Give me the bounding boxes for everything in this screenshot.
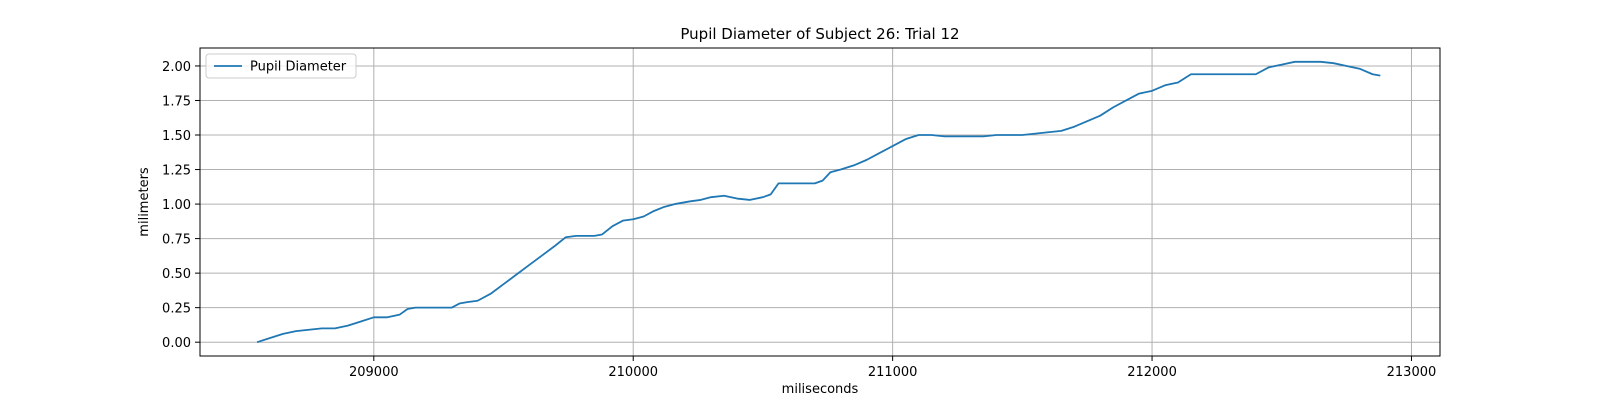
x-tick-label: 213000	[1387, 365, 1437, 380]
y-axis: 0.00 0.25 0.50 0.75 1.00 1.25 1.50 1.75 2.00	[162, 60, 200, 351]
x-tick-label: 212000	[1127, 365, 1177, 380]
y-tick-label: 1.00	[162, 198, 191, 213]
legend-entry: Pupil Diameter	[250, 60, 347, 75]
y-tick-label: 0.00	[162, 336, 191, 351]
series-layer	[256, 60, 1381, 344]
x-tick-label: 209000	[349, 365, 399, 380]
y-tick-label: 0.25	[162, 302, 191, 317]
plot-frame	[199, 47, 1441, 357]
y-tick-label: 1.75	[162, 94, 191, 109]
y-tick-label: 0.50	[162, 267, 191, 282]
chart-title: Pupil Diameter of Subject 26: Trial 12	[680, 25, 959, 43]
grid	[200, 48, 1440, 356]
y-tick-label: 2.00	[162, 60, 191, 75]
y-tick-label: 0.75	[162, 233, 191, 248]
x-axis: 209000 210000 211000 212000 213000	[349, 356, 1436, 380]
x-tick-label: 211000	[868, 365, 918, 380]
y-axis-label: milimeters	[137, 167, 152, 237]
x-axis-label: miliseconds	[782, 382, 859, 397]
y-tick-label: 1.50	[162, 129, 191, 144]
y-tick-label: 1.25	[162, 164, 191, 179]
legend: Pupil Diameter	[205, 53, 357, 79]
legend-box	[205, 53, 357, 79]
series-line	[256, 60, 1381, 344]
x-tick-label: 210000	[608, 365, 658, 380]
